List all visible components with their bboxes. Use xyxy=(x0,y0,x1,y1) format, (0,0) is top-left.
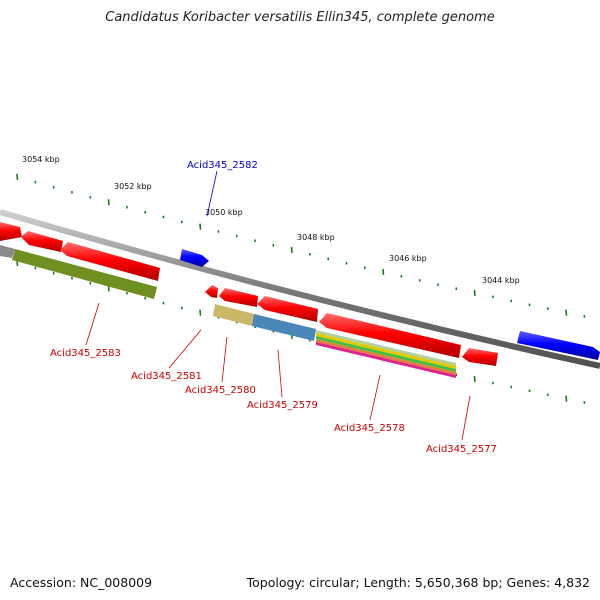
gene-arrow-reverse[interactable] xyxy=(462,348,498,366)
leader-line xyxy=(206,170,218,217)
category-bar xyxy=(12,249,157,299)
major-tick xyxy=(290,246,293,253)
category-bar xyxy=(0,245,15,258)
accession-text: Accession: NC_008009 xyxy=(10,575,153,590)
gene-label[interactable]: Acid345_2583 xyxy=(50,348,121,359)
gene-arrow-reverse[interactable] xyxy=(21,231,63,252)
leader-line xyxy=(85,302,100,346)
category-bar xyxy=(213,304,254,326)
gene-arrow-forward[interactable] xyxy=(517,331,600,360)
major-tick xyxy=(565,395,568,402)
forward-strand-genes xyxy=(180,249,600,360)
tick-labels: 3054 kbp 3052 kbp 3050 kbp 3048 kbp 3046… xyxy=(22,155,520,285)
gene-label[interactable]: Acid345_2577 xyxy=(426,444,497,455)
gene-arrow-reverse[interactable] xyxy=(257,296,318,322)
leader-line xyxy=(277,349,283,398)
genome-summary-text: Topology: circular; Length: 5,650,368 bp… xyxy=(246,575,590,590)
reverse-strand-genes xyxy=(0,222,498,366)
gene-arrow-reverse[interactable] xyxy=(60,242,160,281)
major-tick xyxy=(199,223,202,230)
gene-arrow-forward[interactable] xyxy=(180,249,209,267)
major-tick xyxy=(16,173,19,180)
gene-labels: Acid345_2582 Acid345_2583 Acid345_2581 A… xyxy=(50,160,497,455)
gene-arrow-reverse[interactable] xyxy=(219,288,258,307)
label-leader-lines xyxy=(85,170,471,441)
leader-line xyxy=(461,395,471,441)
outer-tick-row xyxy=(16,173,586,318)
major-tick xyxy=(199,309,202,316)
leader-line xyxy=(369,374,381,421)
tick-label: 3050 kbp xyxy=(205,208,243,217)
gene-arrow-reverse[interactable] xyxy=(205,285,218,298)
category-bar xyxy=(316,330,456,366)
leader-line xyxy=(221,336,228,383)
leader-line xyxy=(168,329,202,369)
category-bar xyxy=(316,336,456,372)
category-bar xyxy=(316,342,456,378)
major-tick xyxy=(107,199,110,206)
genome-backbone xyxy=(0,209,600,369)
functional-category-bars xyxy=(0,245,456,378)
major-tick xyxy=(382,268,385,275)
category-bar xyxy=(316,339,456,375)
gene-label[interactable]: Acid345_2578 xyxy=(334,423,405,434)
major-tick xyxy=(473,375,476,382)
tick-label: 3044 kbp xyxy=(482,276,520,285)
category-bar xyxy=(252,314,316,341)
tick-label: 3046 kbp xyxy=(389,254,427,263)
tick-label: 3048 kbp xyxy=(297,233,335,242)
major-tick xyxy=(565,309,568,316)
map-title: Candidatus Koribacter versatilis Ellin34… xyxy=(105,10,495,25)
tick-label: 3054 kbp xyxy=(22,155,60,164)
category-bar xyxy=(316,333,456,369)
gene-label[interactable]: Acid345_2581 xyxy=(131,371,202,382)
gene-label[interactable]: Acid345_2579 xyxy=(247,400,318,411)
tick-label: 3052 kbp xyxy=(114,182,152,191)
gene-arrow-reverse[interactable] xyxy=(319,313,461,358)
gene-arrow-reverse[interactable] xyxy=(0,222,22,241)
major-tick xyxy=(473,289,476,296)
gene-label[interactable]: Acid345_2580 xyxy=(185,385,256,396)
gene-label[interactable]: Acid345_2582 xyxy=(187,160,258,171)
